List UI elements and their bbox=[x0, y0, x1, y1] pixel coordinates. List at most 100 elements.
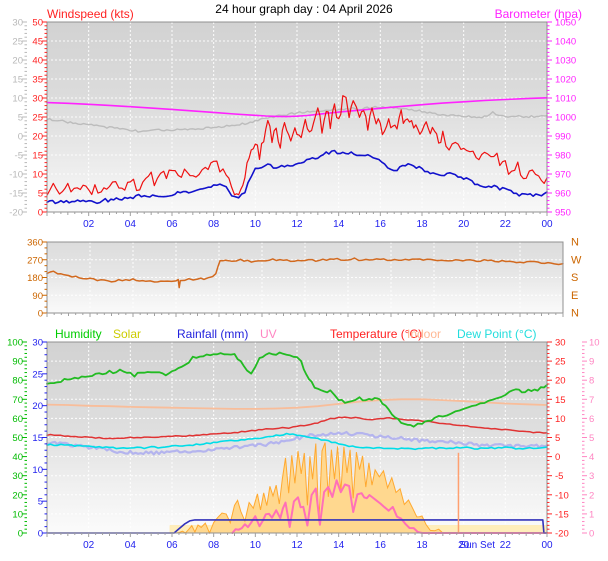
svg-text:1: 1 bbox=[589, 509, 594, 520]
svg-text:20: 20 bbox=[555, 376, 566, 387]
svg-text:360: 360 bbox=[27, 238, 43, 249]
svg-text:-20: -20 bbox=[555, 529, 569, 540]
svg-text:0: 0 bbox=[38, 309, 43, 320]
svg-text:35: 35 bbox=[32, 75, 43, 86]
svg-text:30: 30 bbox=[12, 18, 23, 29]
svg-text:N: N bbox=[571, 308, 579, 320]
svg-text:25: 25 bbox=[32, 369, 43, 380]
series-indoor-temperature bbox=[46, 398, 548, 410]
series-dew-point bbox=[46, 432, 548, 451]
series-wind-average bbox=[46, 149, 548, 205]
svg-text:18: 18 bbox=[416, 219, 428, 230]
series-wind-direction bbox=[46, 257, 564, 289]
svg-text:10: 10 bbox=[250, 540, 262, 551]
legend-solar: Solar bbox=[113, 327, 142, 341]
series-humidity bbox=[46, 351, 548, 428]
svg-text:9: 9 bbox=[589, 357, 594, 368]
svg-text:18: 18 bbox=[416, 540, 428, 551]
svg-text:-10: -10 bbox=[555, 490, 569, 501]
svg-text:270: 270 bbox=[27, 255, 43, 266]
svg-text:-15: -15 bbox=[9, 189, 23, 200]
svg-text:180: 180 bbox=[27, 273, 43, 284]
svg-text:30: 30 bbox=[12, 471, 23, 482]
legend-dew-point: Dew Point (°C) bbox=[457, 327, 537, 341]
series-rainfall bbox=[46, 519, 548, 534]
svg-text:04: 04 bbox=[125, 219, 137, 230]
svg-text:-15: -15 bbox=[555, 509, 569, 520]
svg-text:0: 0 bbox=[589, 529, 594, 540]
axis-temp: -20 -15 -10 -5 0 5 10 15 20 25 30 bbox=[547, 338, 569, 540]
svg-text:30: 30 bbox=[555, 338, 566, 349]
svg-text:10: 10 bbox=[12, 509, 23, 520]
svg-text:25: 25 bbox=[555, 357, 566, 368]
svg-text:8: 8 bbox=[589, 376, 594, 387]
svg-text:1010: 1010 bbox=[555, 94, 576, 105]
svg-text:06: 06 bbox=[166, 219, 178, 230]
legend-rainfall: Rainfall (mm) bbox=[177, 327, 249, 341]
svg-text:1000: 1000 bbox=[555, 113, 576, 124]
series-wind-gust bbox=[46, 95, 548, 196]
svg-text:-5: -5 bbox=[555, 471, 563, 482]
x-axis: 02 04 06 08 10 12 14 16 18 20 22 00 Sun Set bbox=[46, 533, 553, 551]
svg-text:100: 100 bbox=[7, 338, 23, 349]
svg-text:10: 10 bbox=[32, 170, 43, 181]
svg-text:02: 02 bbox=[83, 540, 95, 551]
svg-text:40: 40 bbox=[12, 452, 23, 463]
svg-text:-5: -5 bbox=[15, 151, 23, 162]
svg-text:20: 20 bbox=[12, 490, 23, 501]
svg-text:2: 2 bbox=[589, 490, 594, 501]
svg-text:16: 16 bbox=[375, 540, 387, 551]
svg-text:60: 60 bbox=[12, 414, 23, 425]
windspeed-axis-title: Windspeed (kts) bbox=[47, 7, 134, 21]
svg-text:70: 70 bbox=[12, 395, 23, 406]
svg-text:06: 06 bbox=[166, 540, 178, 551]
axis-uv: 0 1 2 3 4 5 6 7 8 9 10 bbox=[582, 338, 600, 540]
svg-text:W: W bbox=[571, 254, 582, 266]
svg-text:990: 990 bbox=[555, 132, 571, 143]
axis-rain: 0 5 10 15 20 25 30 bbox=[32, 338, 47, 540]
svg-text:30: 30 bbox=[32, 338, 43, 349]
svg-text:1030: 1030 bbox=[555, 56, 576, 67]
axis-degrees: 0 90 180 270 360 bbox=[27, 238, 47, 320]
svg-text:10: 10 bbox=[589, 338, 600, 349]
svg-text:14: 14 bbox=[333, 219, 345, 230]
svg-text:12: 12 bbox=[291, 540, 303, 551]
svg-text:0: 0 bbox=[38, 208, 43, 219]
svg-text:950: 950 bbox=[555, 208, 571, 219]
svg-text:1040: 1040 bbox=[555, 37, 576, 48]
series-barometer bbox=[46, 97, 548, 118]
svg-text:10: 10 bbox=[250, 219, 262, 230]
svg-text:10: 10 bbox=[12, 94, 23, 105]
svg-text:50: 50 bbox=[32, 18, 43, 29]
legend-humidity: Humidity bbox=[55, 327, 102, 341]
legend-indoor: Indoor bbox=[407, 327, 442, 341]
svg-text:30: 30 bbox=[32, 94, 43, 105]
svg-text:980: 980 bbox=[555, 151, 571, 162]
svg-text:10: 10 bbox=[32, 465, 43, 476]
svg-text:0: 0 bbox=[18, 132, 23, 143]
svg-text:20: 20 bbox=[458, 540, 470, 551]
svg-text:5: 5 bbox=[555, 433, 560, 444]
svg-text:00: 00 bbox=[541, 219, 553, 230]
legend-uv: UV bbox=[260, 327, 277, 341]
svg-text:5: 5 bbox=[589, 433, 594, 444]
svg-text:1020: 1020 bbox=[555, 75, 576, 86]
svg-text:N: N bbox=[571, 237, 579, 249]
barometer-axis-title: Barometer (hpa) bbox=[494, 7, 582, 21]
svg-text:25: 25 bbox=[12, 37, 23, 48]
svg-text:7: 7 bbox=[589, 395, 594, 406]
svg-text:1050: 1050 bbox=[555, 18, 576, 29]
x-axis: 02 04 06 08 10 12 14 16 18 20 22 00 bbox=[46, 212, 553, 230]
svg-text:5: 5 bbox=[38, 189, 43, 200]
legend-temperature: Temperature (°C) bbox=[330, 327, 423, 341]
svg-text:S: S bbox=[571, 272, 578, 284]
series-pressure-trend-gray bbox=[46, 105, 548, 133]
svg-text:14: 14 bbox=[333, 540, 345, 551]
axis-humidity: 0 10 20 30 40 50 60 70 80 90 100 bbox=[7, 338, 27, 540]
svg-text:00: 00 bbox=[541, 540, 553, 551]
svg-text:80: 80 bbox=[12, 376, 23, 387]
svg-text:10: 10 bbox=[555, 414, 566, 425]
svg-text:40: 40 bbox=[32, 56, 43, 67]
